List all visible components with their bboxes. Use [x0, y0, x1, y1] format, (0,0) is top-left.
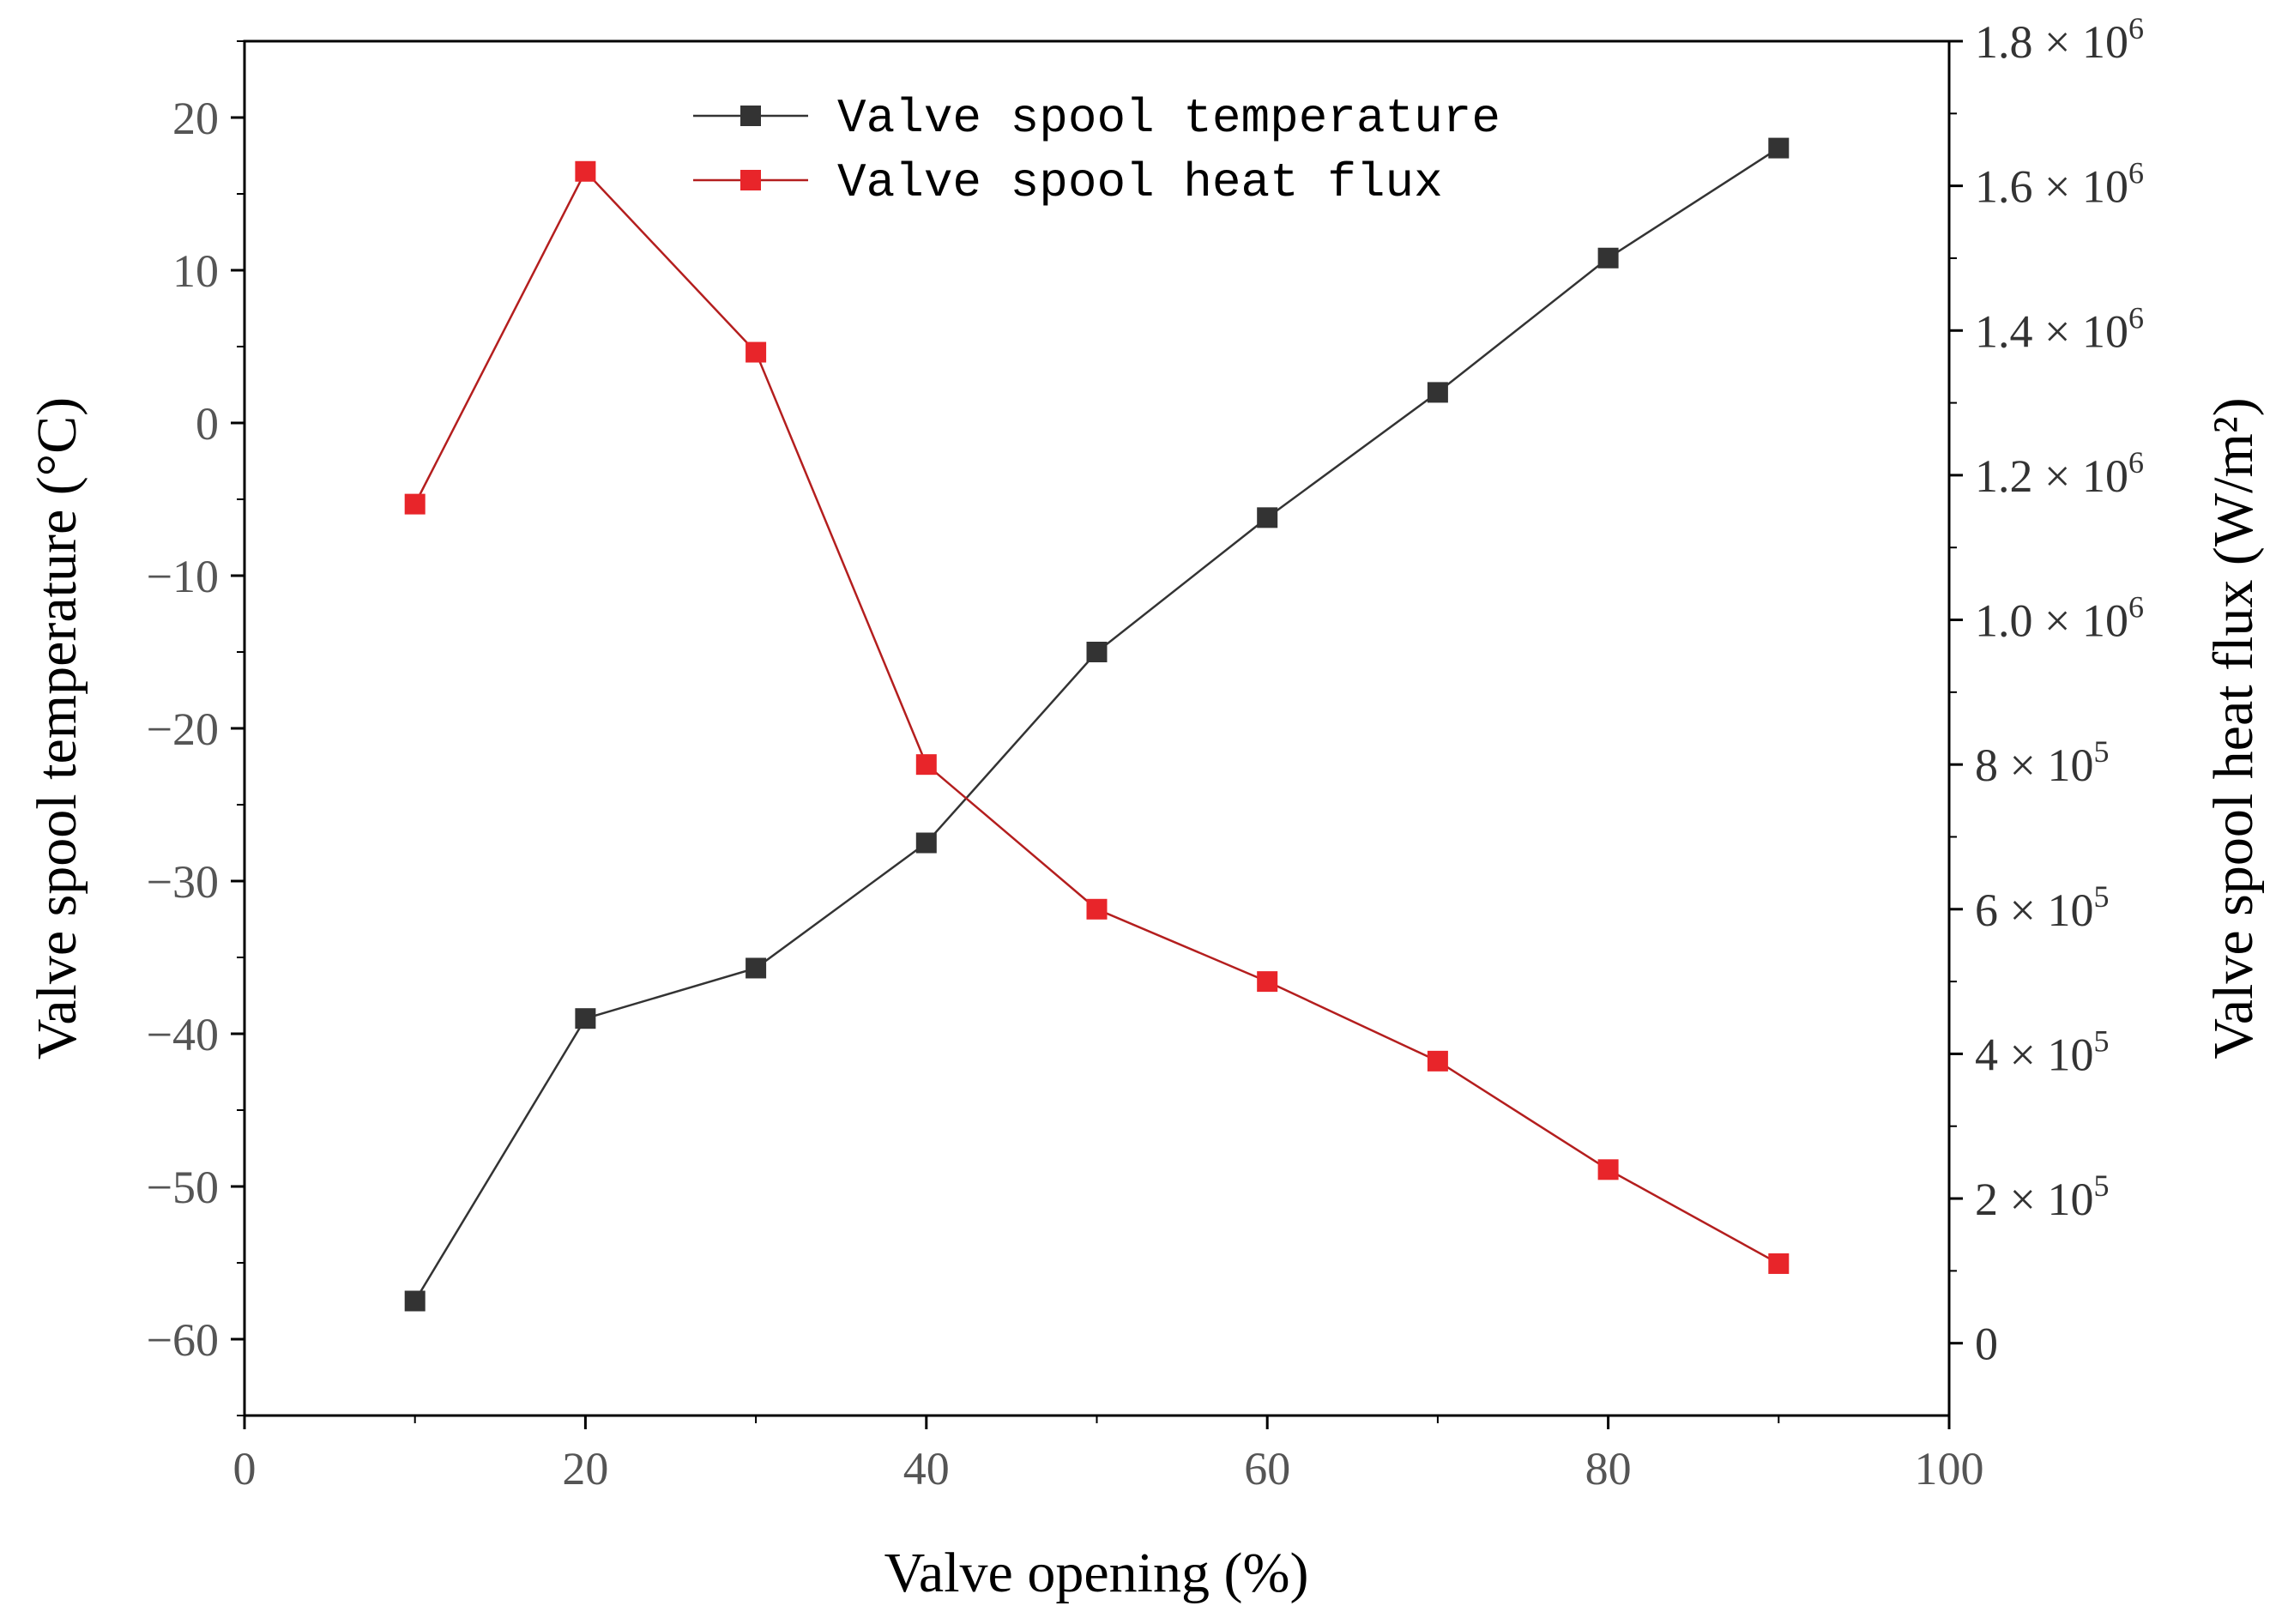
data-point-1 — [746, 341, 767, 363]
data-point-1 — [1768, 1253, 1790, 1274]
series-layer — [404, 137, 1790, 1312]
data-point-0 — [1427, 382, 1448, 403]
data-point-0 — [915, 832, 937, 854]
plot-frame — [243, 39, 1951, 1417]
y2-tick-label: 2 × 105 — [1975, 1168, 2109, 1225]
y2-tick-label: 8 × 105 — [1975, 734, 2109, 791]
x-tick-label: 20 — [562, 1443, 608, 1494]
y-tick-label: −10 — [147, 551, 219, 602]
y2-tick-label: 6 × 105 — [1975, 879, 2109, 936]
legend: Valve spool temperature Valve spool heat… — [693, 91, 1500, 210]
x-tick-label: 0 — [233, 1443, 257, 1494]
data-point-1 — [404, 493, 426, 515]
data-point-0 — [1086, 642, 1108, 662]
y-tick-label: −20 — [147, 703, 219, 755]
series-line-1 — [414, 169, 1779, 1265]
data-point-1 — [1257, 971, 1278, 993]
y2-tick-label: 1.8 × 106 — [1975, 11, 2144, 68]
x-tick-label: 40 — [903, 1443, 950, 1494]
x-axis-title: Valve opening (%) — [884, 1542, 1309, 1604]
legend-marker-temperature — [740, 106, 761, 126]
y-tick-label: −30 — [147, 856, 219, 908]
data-point-0 — [575, 1008, 596, 1029]
y-tick-label: 20 — [172, 93, 219, 144]
data-point-0 — [404, 1290, 426, 1312]
data-point-1 — [1086, 898, 1108, 920]
y2-axis-title: Valve spool heat flux (W/m²) — [2202, 397, 2265, 1059]
x-tick-label: 80 — [1585, 1443, 1632, 1494]
data-point-1 — [1427, 1050, 1448, 1072]
data-point-0 — [746, 957, 767, 979]
y2-tick-label: 1.6 × 106 — [1975, 156, 2144, 213]
x-tick-label: 60 — [1244, 1443, 1290, 1494]
data-point-1 — [915, 754, 937, 776]
legend-label-heat-flux: Valve spool heat flux — [837, 155, 1443, 210]
y2-tick-label: 1.4 × 106 — [1975, 300, 2144, 357]
x-tick-label: 100 — [1915, 1443, 1984, 1494]
y-tick-label: −40 — [147, 1009, 219, 1060]
y2-tick-label: 1.0 × 106 — [1975, 590, 2144, 647]
y2-tick-label: 0 — [1975, 1319, 1998, 1370]
y-axis-title: Valve spool temperature (°C) — [26, 397, 88, 1060]
data-point-1 — [575, 160, 596, 182]
y-tick-label: 10 — [172, 245, 219, 297]
legend-label-temperature: Valve spool temperature — [837, 91, 1500, 146]
y-tick-label: −50 — [147, 1162, 219, 1213]
data-point-1 — [1597, 1159, 1619, 1180]
y-tick-label: 0 — [196, 398, 219, 450]
y-tick-label: −60 — [147, 1314, 219, 1366]
y2-tick-label: 1.2 × 106 — [1975, 445, 2144, 502]
y2-tick-label: 4 × 105 — [1975, 1023, 2109, 1080]
data-point-0 — [1768, 137, 1790, 159]
series-line-0 — [414, 147, 1779, 1302]
data-point-0 — [1597, 247, 1619, 269]
data-point-0 — [1257, 507, 1278, 528]
legend-marker-heat-flux — [740, 170, 761, 190]
